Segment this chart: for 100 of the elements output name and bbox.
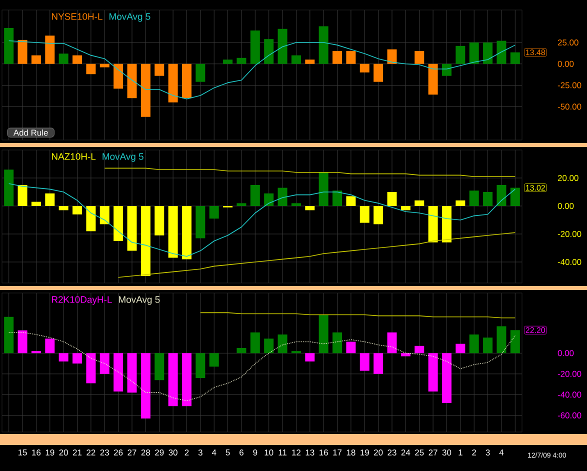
bar <box>4 28 14 64</box>
bar <box>168 353 178 406</box>
x-tick-label: 6 <box>240 450 244 456</box>
bar <box>45 36 55 64</box>
bar <box>400 353 410 356</box>
bar <box>346 342 356 354</box>
bar <box>86 353 96 384</box>
bar <box>346 51 356 64</box>
series-label: NYSE10H-L <box>52 13 102 20</box>
bar <box>510 330 520 354</box>
bar <box>510 52 520 64</box>
bar <box>305 206 315 210</box>
bar <box>414 346 424 354</box>
bar <box>469 190 479 206</box>
y-tick-label: -50.00 <box>558 104 582 110</box>
x-tick-label: 26 <box>114 450 123 456</box>
x-tick-label: 1 <box>458 450 462 456</box>
x-tick-label: 17 <box>333 450 342 456</box>
y-tick-label: -40.00 <box>558 259 582 265</box>
x-tick-label: 2 <box>184 450 189 456</box>
bar <box>4 170 14 206</box>
annotation: Add Rule <box>13 129 48 136</box>
y-tick-label: 0.00 <box>558 350 574 356</box>
y-tick-label: -25.00 <box>558 82 582 88</box>
bar <box>278 28 288 64</box>
bar <box>456 46 466 64</box>
bar <box>182 64 192 98</box>
bar <box>45 338 55 354</box>
bar <box>387 332 397 354</box>
y-tick-label: 0.00 <box>558 203 574 209</box>
bar <box>414 200 424 206</box>
text: MovAvg 5 <box>110 13 150 22</box>
bar <box>209 353 219 367</box>
text: MovAvg 5 <box>102 153 144 162</box>
x-tick-label: 15 <box>18 450 27 456</box>
y-tick-label: -40.00 <box>558 392 582 398</box>
bar <box>236 58 246 64</box>
x-tick-label: 10 <box>264 450 274 456</box>
bar <box>127 353 137 393</box>
bar <box>100 206 110 224</box>
x-tick-label: 2 <box>472 450 476 456</box>
x-tick-label: 16 <box>32 450 41 456</box>
x-tick-label: 25 <box>415 450 424 456</box>
x-tick-label: 9 <box>253 450 258 456</box>
bar <box>86 64 96 74</box>
bar <box>18 185 28 206</box>
bar <box>18 330 28 354</box>
y-tick-label: 0.00 <box>558 60 574 67</box>
x-tick-label: 12 <box>292 450 300 456</box>
bar <box>58 353 68 362</box>
bar <box>291 55 301 64</box>
bar <box>414 51 424 64</box>
bar <box>456 200 466 206</box>
x-tick-label: 29 <box>155 450 164 456</box>
bar <box>72 206 82 214</box>
bar <box>236 348 246 354</box>
x-tick-label: 28 <box>141 450 150 456</box>
bar <box>496 40 506 64</box>
bar <box>305 353 315 362</box>
y-tick-label: 20.00 <box>558 175 578 181</box>
bar <box>469 334 479 354</box>
bar <box>469 42 479 64</box>
x-tick-label: 19 <box>360 450 369 456</box>
bar <box>4 316 14 354</box>
bar <box>387 192 397 206</box>
bar <box>72 55 82 64</box>
text: R2K10DayH-L <box>52 296 112 305</box>
bar <box>305 60 315 64</box>
bar <box>154 206 164 236</box>
bar <box>250 30 260 64</box>
bar <box>400 206 410 210</box>
bar <box>127 206 137 251</box>
text: NAZ10H-L <box>52 153 96 160</box>
bar <box>374 64 384 82</box>
bar <box>31 202 41 206</box>
x-tick-label: 13 <box>306 450 314 456</box>
bar <box>264 338 274 354</box>
bar <box>374 206 384 224</box>
x-tick-label: 5 <box>226 450 230 456</box>
bar <box>223 60 233 64</box>
bar <box>127 64 137 98</box>
bar <box>387 49 397 64</box>
x-tick-label: 24 <box>401 450 410 456</box>
x-tick-label: 27 <box>428 450 438 456</box>
bar <box>428 353 438 392</box>
line-series <box>8 332 516 402</box>
y-tick-label: -20.00 <box>558 370 582 377</box>
bar <box>182 206 192 260</box>
bar <box>264 193 274 206</box>
bar <box>18 40 28 64</box>
bar <box>196 353 206 378</box>
bar <box>483 42 493 64</box>
bar <box>374 353 384 374</box>
x-tick-label: 21 <box>72 450 82 456</box>
bar <box>236 203 246 206</box>
bar <box>318 26 328 64</box>
text: MovAvg 5 <box>119 296 160 305</box>
y-tick-label: -20.00 <box>558 231 582 237</box>
bar <box>428 206 438 242</box>
x-tick-label: 4 <box>499 450 504 456</box>
